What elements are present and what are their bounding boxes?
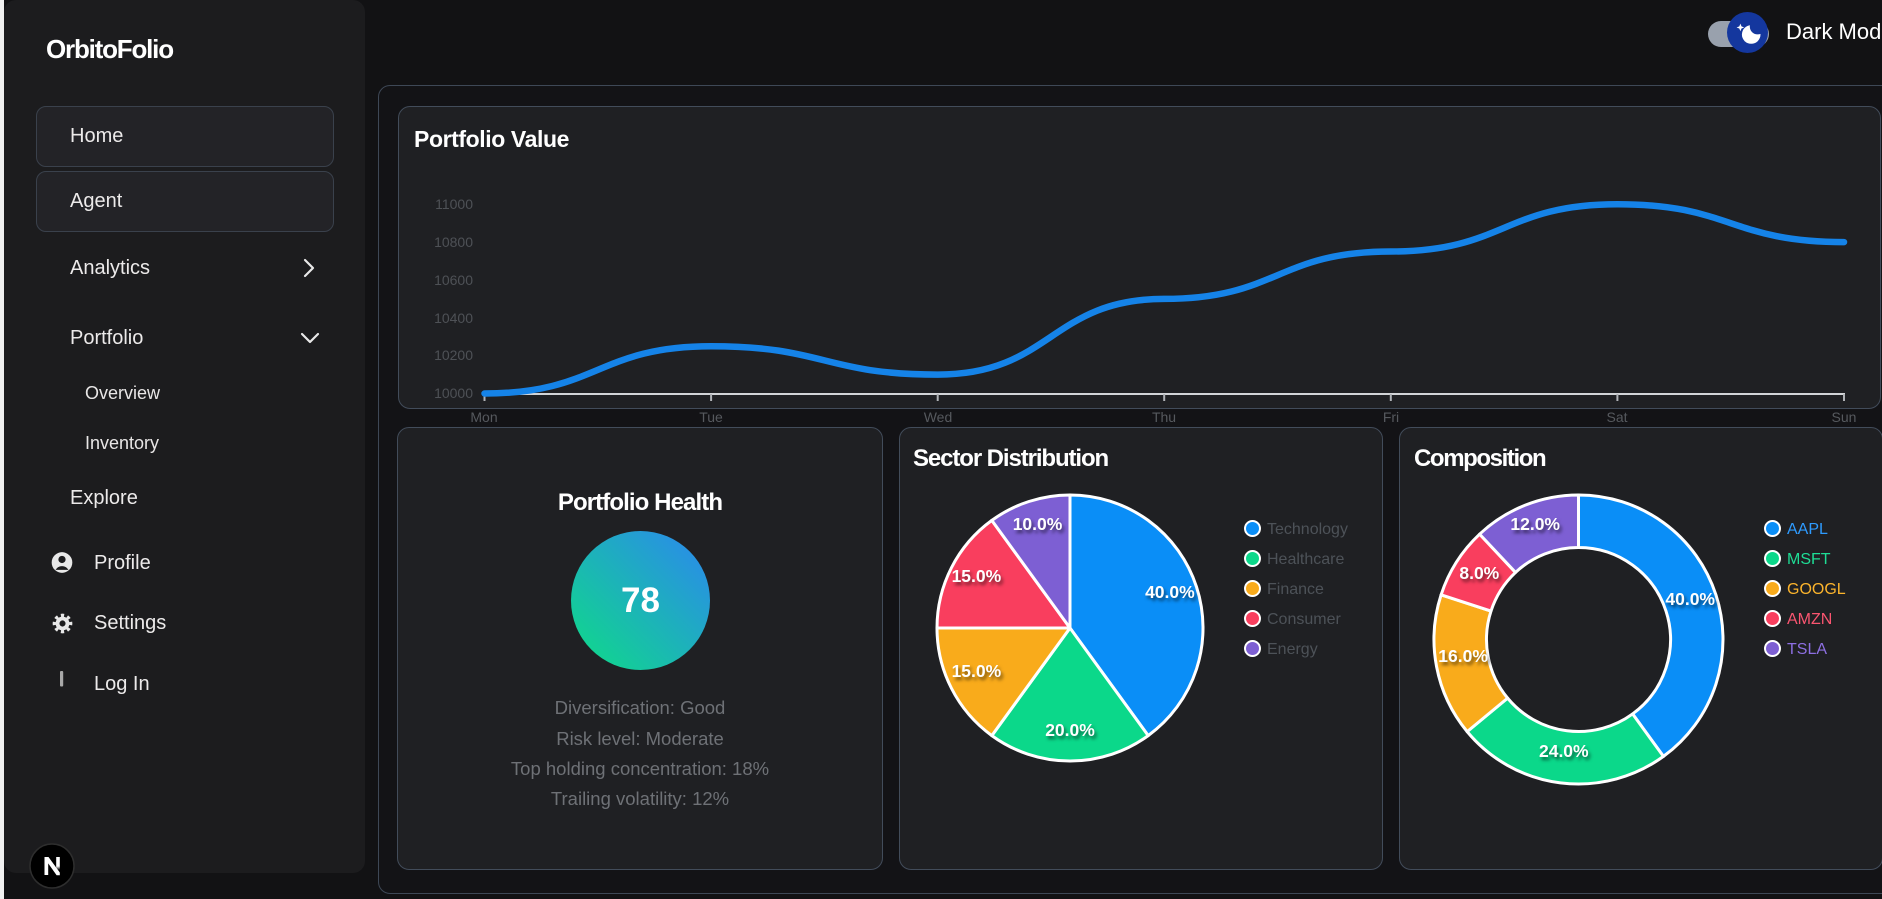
svg-text:10200: 10200 — [434, 347, 473, 363]
svg-text:Sat: Sat — [1606, 409, 1627, 425]
svg-text:Thu: Thu — [1152, 409, 1176, 425]
svg-text:40.0%: 40.0% — [1665, 589, 1715, 609]
svg-text:15.0%: 15.0% — [952, 661, 1002, 681]
svg-text:8.0%: 8.0% — [1459, 563, 1499, 583]
svg-text:10000: 10000 — [434, 385, 473, 401]
svg-text:20.0%: 20.0% — [1045, 720, 1095, 740]
svg-text:11000: 11000 — [435, 196, 473, 212]
svg-text:40.0%: 40.0% — [1145, 582, 1195, 602]
svg-text:10.0%: 10.0% — [1013, 514, 1063, 534]
svg-text:Sun: Sun — [1832, 409, 1857, 425]
svg-text:10800: 10800 — [434, 234, 473, 250]
svg-text:10400: 10400 — [434, 310, 473, 326]
svg-text:Tue: Tue — [699, 409, 723, 425]
svg-text:24.0%: 24.0% — [1539, 741, 1589, 761]
svg-text:16.0%: 16.0% — [1438, 646, 1488, 666]
svg-text:12.0%: 12.0% — [1510, 514, 1560, 534]
svg-text:Fri: Fri — [1383, 409, 1399, 425]
svg-text:10600: 10600 — [434, 272, 473, 288]
svg-text:Wed: Wed — [924, 409, 953, 425]
svg-text:Mon: Mon — [470, 409, 497, 425]
svg-text:15.0%: 15.0% — [952, 566, 1002, 586]
